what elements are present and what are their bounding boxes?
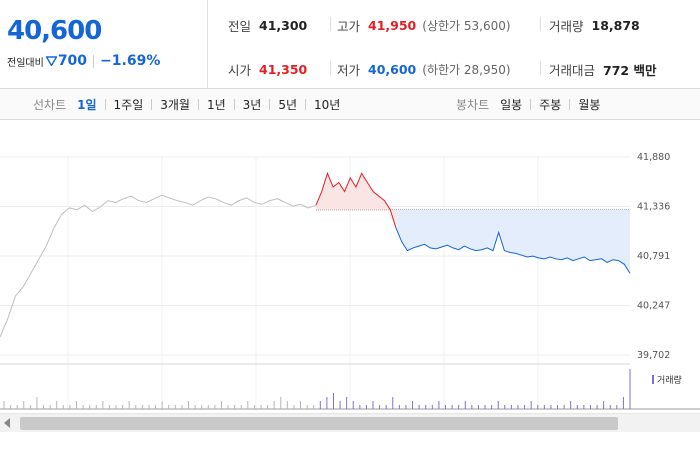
down-triangle-icon: [45, 56, 57, 66]
tab-monthly-candle[interactable]: 월봉: [578, 98, 601, 112]
tab-10y[interactable]: 10년: [314, 98, 341, 112]
prior-price-line: [0, 194, 317, 338]
stat-high: 고가 41,950 (상한가 53,600): [337, 16, 511, 35]
price-chart: 41,880 41,336 40,791 40,247 39,702 거래량: [0, 121, 700, 450]
tab-daily-candle[interactable]: 일봉: [500, 98, 523, 112]
divider: [330, 61, 331, 75]
change-label: 전일대비: [7, 57, 44, 69]
stat-label: 저가: [337, 63, 361, 78]
stat-value: 41,950: [368, 18, 417, 33]
y-tick-label: 41,336: [637, 202, 670, 213]
y-tick-label: 41,880: [637, 152, 670, 163]
volume-legend: 거래량: [652, 373, 682, 386]
line-chart-tabs: 선차트 1일 1주일 3개월 1년 3년 5년 10년: [33, 96, 341, 113]
tab-3m[interactable]: 3개월: [160, 98, 190, 112]
scroll-left-arrow-icon[interactable]: [4, 418, 10, 428]
stat-value: 40,600: [368, 62, 417, 77]
down-area-fill: [395, 209, 630, 274]
volume-legend-label: 거래량: [657, 376, 682, 386]
quote-summary: 40,600 전일대비 700 −1.69% 전일 41,300 고가 41,9…: [0, 0, 700, 89]
stat-volume: 거래량 18,878: [549, 16, 640, 35]
tab-3y[interactable]: 3년: [242, 98, 262, 112]
stat-open: 시가 41,350: [228, 60, 307, 79]
stat-label: 거래량: [549, 19, 584, 34]
divider: [330, 17, 331, 31]
volume-legend-swatch: [652, 375, 654, 384]
stat-value: 18,878: [591, 18, 640, 33]
up-price-line: [315, 171, 397, 229]
divider: [93, 54, 95, 68]
tab-1w[interactable]: 1주일: [113, 98, 144, 112]
stat-value: 41,350: [259, 62, 308, 77]
stat-label: 시가: [228, 63, 252, 78]
price-box: 40,600 전일대비 700 −1.69%: [0, 0, 208, 89]
tab-5y[interactable]: 5년: [278, 98, 298, 112]
line-chart-label: 선차트: [33, 98, 67, 112]
stat-low: 저가 40,600 (하한가 28,950): [337, 60, 511, 79]
tab-1d[interactable]: 1일: [77, 98, 97, 112]
change-rate: −1.69%: [100, 53, 161, 69]
up-area-fill: [316, 173, 396, 228]
current-price: 40,600: [7, 16, 102, 46]
divider: [540, 17, 541, 31]
down-price-line: [395, 227, 631, 274]
stat-label: 거래대금: [549, 63, 596, 78]
divider: [540, 61, 541, 75]
change-row: 전일대비 700 −1.69%: [7, 53, 160, 69]
upper-limit: (상한가 53,600): [422, 19, 511, 33]
period-bar: 선차트 1일 1주일 3개월 1년 3년 5년 10년 봉차트 일봉 주봉 월봉: [0, 89, 700, 120]
stat-value: 41,300: [259, 18, 308, 33]
y-tick-label: 40,791: [637, 251, 670, 262]
tab-weekly-candle[interactable]: 주봉: [539, 98, 562, 112]
candle-chart-tabs: 봉차트 일봉 주봉 월봉: [456, 96, 601, 113]
y-tick-label: 39,702: [637, 350, 670, 361]
change-amount: 700: [57, 53, 88, 69]
stat-label: 고가: [337, 19, 361, 34]
y-tick-label: 40,247: [637, 301, 670, 312]
stat-label: 전일: [228, 19, 252, 34]
tab-1y[interactable]: 1년: [206, 98, 226, 112]
candle-chart-label: 봉차트: [456, 98, 490, 112]
scroll-thumb[interactable]: [20, 417, 618, 430]
lower-limit: (하한가 28,950): [422, 63, 511, 77]
stat-trade-value: 거래대금 772 백만: [549, 60, 656, 79]
chart-canvas: 41,880 41,336 40,791 40,247 39,702: [0, 152, 700, 411]
stat-value: 772 백만: [603, 63, 657, 78]
chart-scrollbar[interactable]: [0, 413, 700, 432]
stat-prev-close: 전일 41,300: [228, 16, 307, 35]
